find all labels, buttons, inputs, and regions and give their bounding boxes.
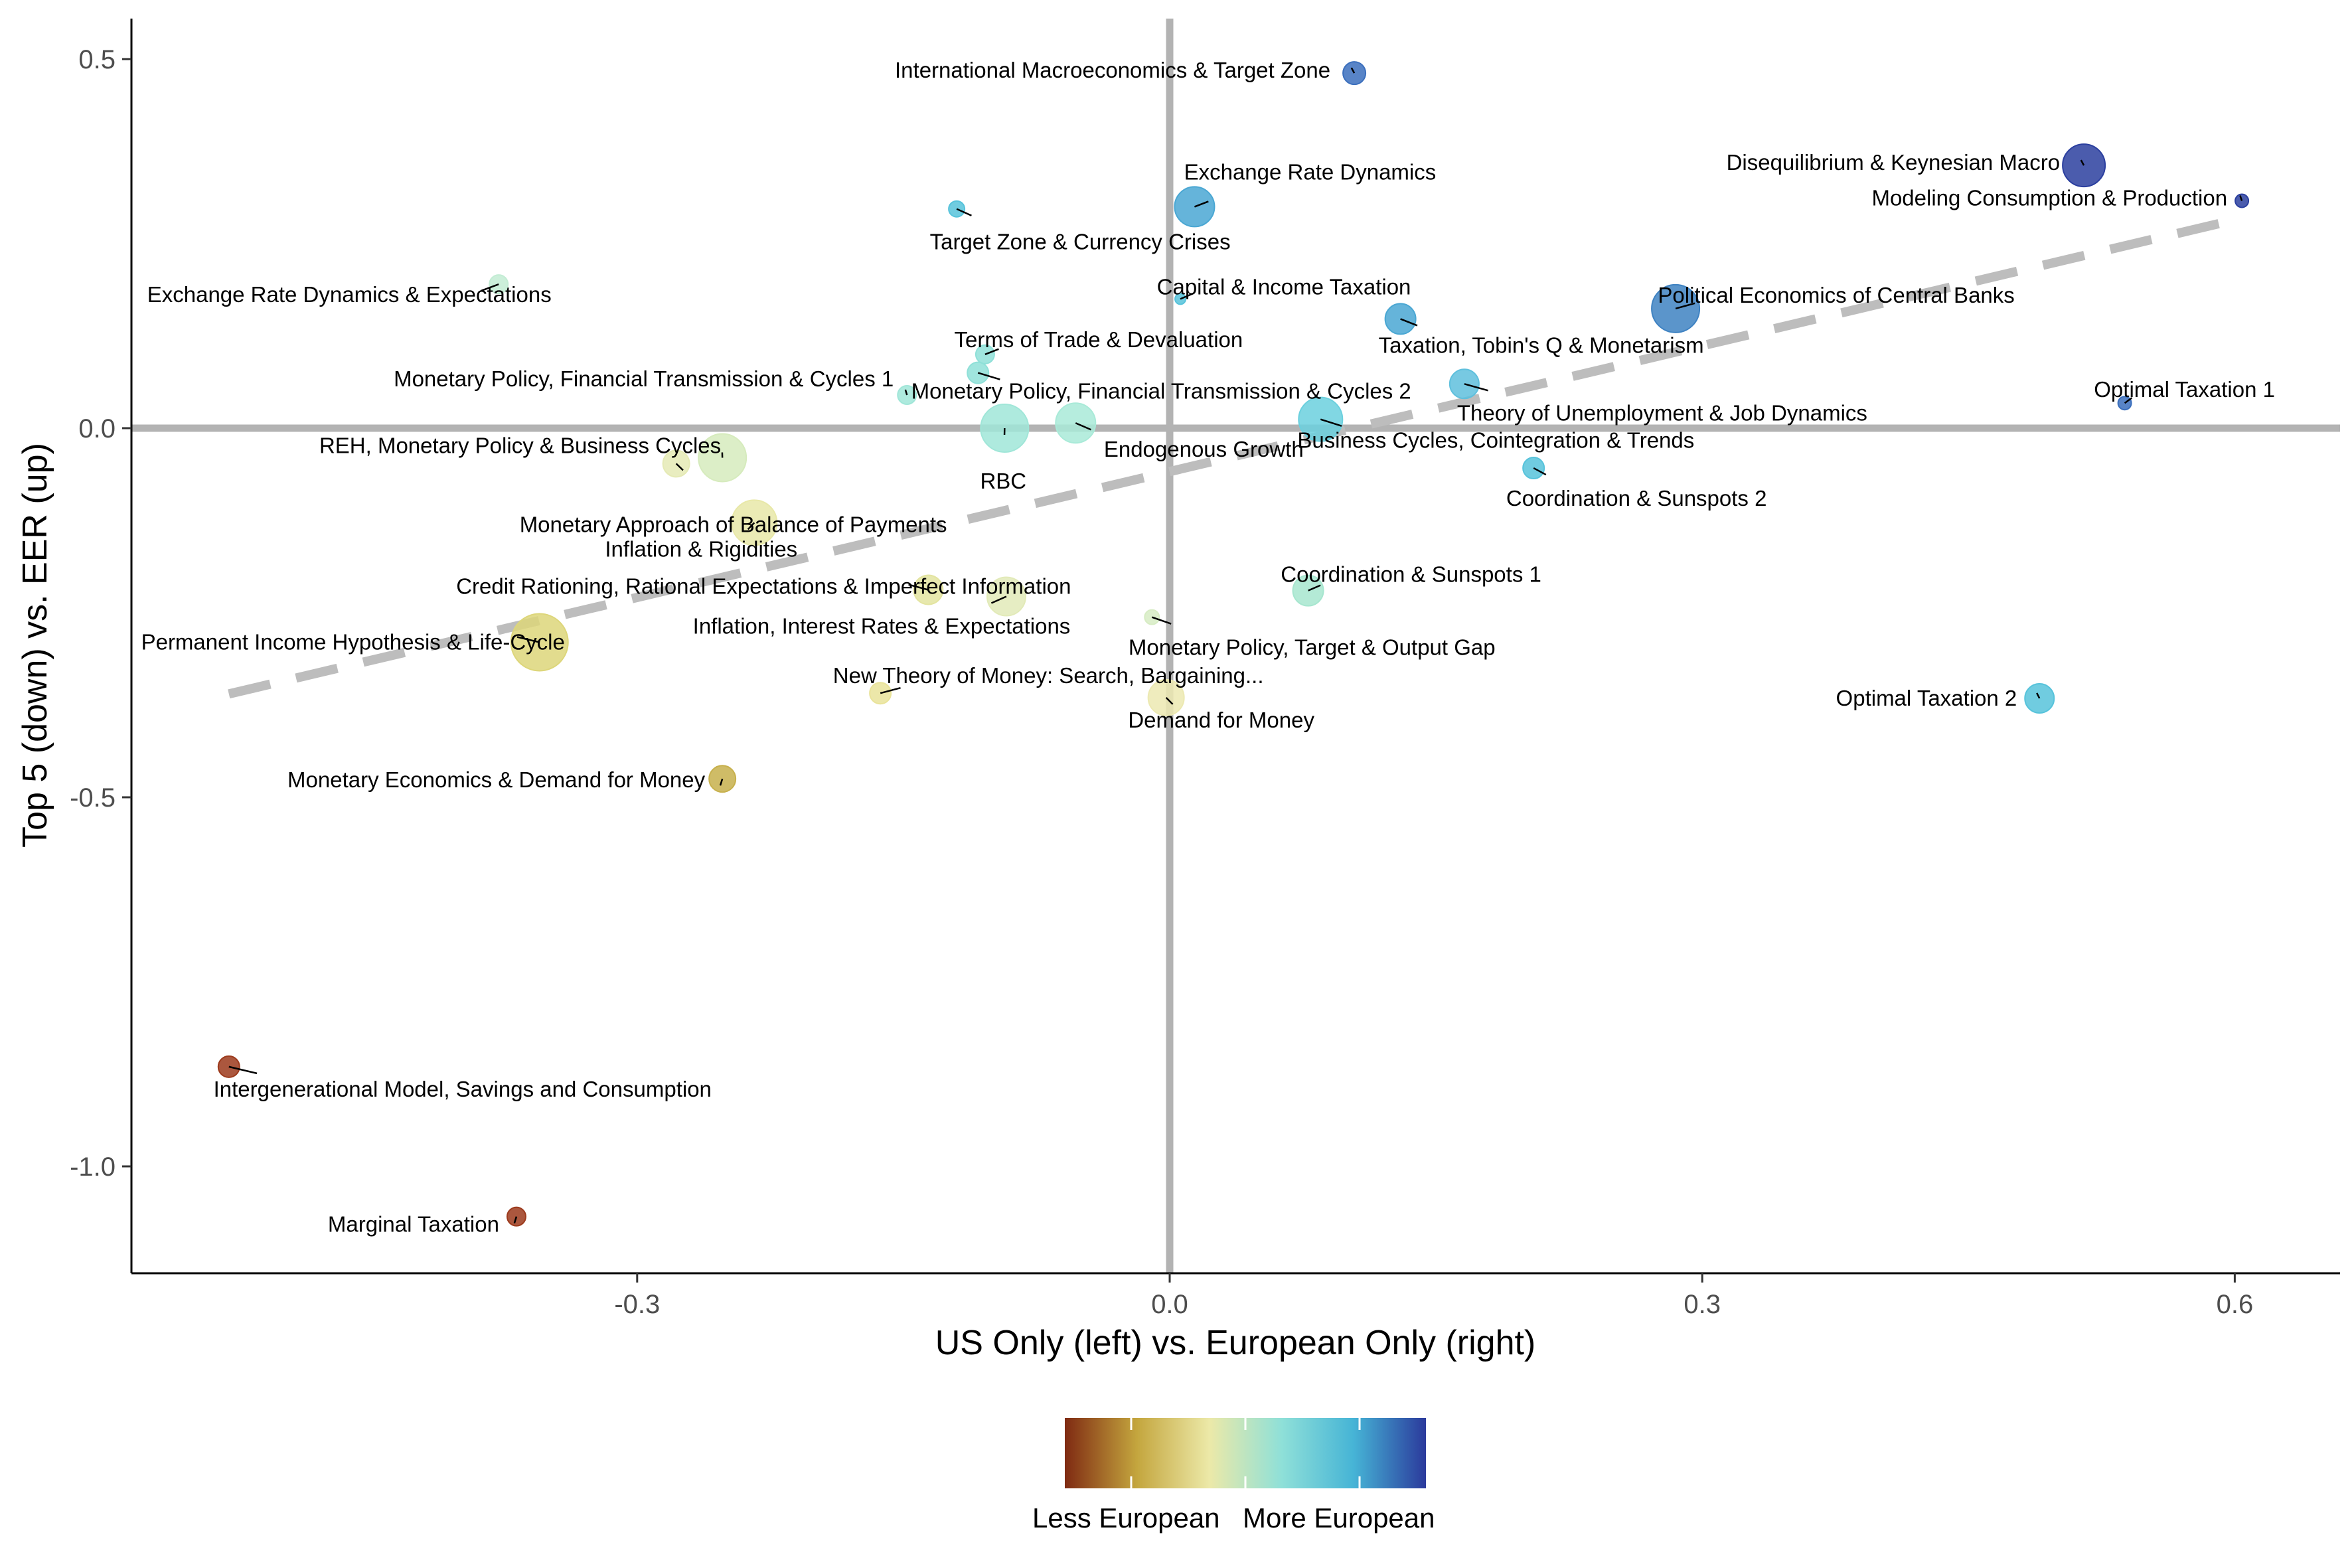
label-leader <box>984 348 999 355</box>
label-leader <box>908 584 929 591</box>
point-label: Monetary Policy, Financial Transmission … <box>394 366 894 391</box>
point-label: Marginal Taxation <box>328 1212 499 1237</box>
label-leader <box>1151 616 1172 625</box>
label-leader <box>516 636 540 643</box>
legend-label-more-european: More European <box>1243 1502 1435 1533</box>
point-label: Inflation, Interest Rates & Expectations <box>693 614 1071 639</box>
label-leader <box>1165 696 1174 705</box>
label-leader <box>675 463 684 471</box>
label-leader <box>1180 293 1194 300</box>
point-label: Monetary Policy, Financial Transmission … <box>911 379 1411 404</box>
label-leader <box>2036 692 2041 699</box>
point-label: Credit Rationing, Rational Expectations … <box>456 574 1071 599</box>
label-leader <box>956 208 972 216</box>
label-leader <box>1308 584 1321 591</box>
reference-lines <box>131 19 2340 1273</box>
label-leader <box>904 389 908 396</box>
label-leader <box>2080 159 2085 166</box>
point-label: Taxation, Tobin's Q & Monetarism <box>1379 333 1704 357</box>
y-tick-label: 0.5 <box>78 45 116 74</box>
point-label: Demand for Money <box>1128 708 1314 732</box>
y-tick-label: 0.0 <box>78 414 116 443</box>
point-label: Business Cycles, Cointegration & Trends <box>1297 428 1694 453</box>
point-label: Monetary Approach of Balance of Payments <box>520 512 947 536</box>
point-label: Optimal Taxation 2 <box>1836 686 2017 710</box>
point-label: Disequilibrium & Keynesian Macro <box>1727 150 2061 175</box>
label-leader <box>1320 418 1342 427</box>
label-leader <box>1675 302 1695 310</box>
label-leader <box>2239 195 2243 201</box>
point-label: Theory of Unemployment & Job Dynamics <box>1457 400 1867 425</box>
label-leader <box>513 1216 518 1223</box>
label-leader <box>1350 67 1356 74</box>
label-leader <box>228 1065 258 1075</box>
point-label: Exchange Rate Dynamics & Expectations <box>147 282 552 307</box>
y-tick-label: -0.5 <box>70 783 116 813</box>
point-label: Terms of Trade & Devaluation <box>955 327 1243 352</box>
point-label: RBC <box>980 469 1026 493</box>
labels-layer: International Macroeconomics & Target Zo… <box>141 58 2275 1236</box>
label-leader <box>977 372 1000 380</box>
label-leader <box>1075 422 1091 431</box>
point-label: Political Economics of Central Banks <box>1658 283 2014 307</box>
point-label: Monetary Policy, Target & Output Gap <box>1129 635 1496 660</box>
point-label: Intergenerational Model, Savings and Con… <box>214 1077 712 1101</box>
point-label: Coordination & Sunspots 1 <box>1281 562 1541 587</box>
label-leader <box>480 283 499 292</box>
point-label: Inflation & Rigidities <box>605 536 797 561</box>
point-label: International Macroeconomics & Target Zo… <box>895 58 1330 82</box>
color-legend: Less European More European <box>1032 1418 1435 1533</box>
label-leader <box>747 522 755 530</box>
label-leader <box>990 595 1007 604</box>
x-tick-label: 0.3 <box>1684 1290 1721 1319</box>
axes: -0.3 0.6 0.3 0.0 0.5 0.0 -0.5 -1.0 <box>70 19 2340 1319</box>
label-leader <box>1464 383 1488 392</box>
label-leader <box>1533 467 1547 476</box>
label-leader <box>719 778 724 786</box>
label-leader <box>1194 200 1209 208</box>
point-label: New Theory of Money: Search, Bargaining.… <box>833 663 1264 688</box>
x-tick-label: -0.3 <box>614 1290 660 1319</box>
point-label: Optimal Taxation 1 <box>2094 377 2275 402</box>
x-axis-title: US Only (left) vs. European Only (right) <box>935 1324 1536 1362</box>
y-axis-title: Top 5 (down) vs. EER (up) <box>16 443 54 848</box>
label-leader <box>880 686 901 694</box>
point-label: Exchange Rate Dynamics <box>1184 159 1437 184</box>
x-tick-label: 0.6 <box>2217 1290 2254 1319</box>
point-label: Coordination & Sunspots 2 <box>1506 486 1767 510</box>
point-label: Capital & Income Taxation <box>1157 274 1411 299</box>
point-label: Monetary Economics & Demand for Money <box>287 767 706 792</box>
point-label: Permanent Income Hypothesis & Life-Cycle <box>141 629 565 654</box>
point-label: Endogenous Growth <box>1104 437 1304 461</box>
point-label: Target Zone & Currency Crises <box>930 230 1231 254</box>
label-leader <box>2124 397 2133 404</box>
x-tick-label: 0.0 <box>1151 1290 1188 1319</box>
y-tick-label: -1.0 <box>70 1152 116 1182</box>
point-label: Modeling Consumption & Production <box>1871 186 2227 210</box>
legend-label-less-european: Less European <box>1032 1502 1220 1533</box>
label-leader <box>1400 318 1418 327</box>
point-label: REH, Monetary Policy & Business Cycles <box>319 433 721 457</box>
